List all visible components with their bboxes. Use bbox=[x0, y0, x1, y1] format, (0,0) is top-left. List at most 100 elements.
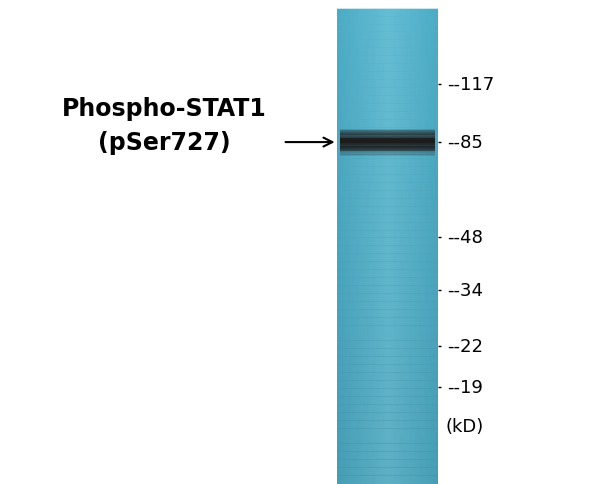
Bar bbox=[364, 10, 365, 484]
Bar bbox=[337, 452, 438, 460]
Bar bbox=[340, 10, 342, 484]
Bar bbox=[376, 10, 378, 484]
Bar bbox=[340, 135, 435, 136]
Bar bbox=[359, 10, 361, 484]
Text: --117: --117 bbox=[447, 76, 494, 94]
Bar bbox=[337, 64, 438, 73]
Bar bbox=[433, 10, 435, 484]
Bar bbox=[337, 25, 438, 33]
Bar bbox=[407, 10, 410, 484]
Bar bbox=[337, 182, 438, 192]
Bar bbox=[401, 10, 403, 484]
Bar bbox=[375, 10, 377, 484]
Bar bbox=[337, 412, 438, 421]
Bar bbox=[430, 10, 432, 484]
Bar bbox=[415, 10, 417, 484]
Bar bbox=[344, 10, 345, 484]
Bar bbox=[337, 206, 438, 215]
Bar bbox=[337, 135, 438, 144]
Bar bbox=[406, 10, 409, 484]
Bar bbox=[385, 10, 387, 484]
Bar bbox=[346, 10, 348, 484]
Bar bbox=[337, 159, 438, 168]
Bar bbox=[340, 134, 435, 135]
Bar bbox=[337, 357, 438, 365]
Bar bbox=[340, 139, 435, 140]
Bar bbox=[337, 293, 438, 302]
Bar bbox=[426, 10, 428, 484]
Bar bbox=[382, 10, 384, 484]
Bar bbox=[355, 10, 357, 484]
Bar bbox=[337, 333, 438, 342]
Bar bbox=[337, 214, 438, 223]
Bar bbox=[402, 10, 404, 484]
Bar bbox=[393, 10, 395, 484]
Bar bbox=[340, 133, 435, 135]
Bar bbox=[337, 475, 438, 484]
Bar bbox=[337, 191, 438, 199]
Bar bbox=[340, 146, 435, 148]
Bar bbox=[337, 246, 438, 255]
Bar bbox=[337, 262, 438, 271]
Bar bbox=[419, 10, 421, 484]
Bar bbox=[337, 420, 438, 429]
Text: --85: --85 bbox=[447, 134, 483, 152]
Bar bbox=[414, 10, 416, 484]
Bar bbox=[423, 10, 424, 484]
Text: --48: --48 bbox=[447, 228, 483, 246]
Bar bbox=[340, 153, 435, 155]
Bar bbox=[416, 10, 418, 484]
Bar bbox=[337, 10, 339, 484]
Bar bbox=[389, 10, 391, 484]
Bar bbox=[340, 140, 435, 141]
Bar bbox=[337, 428, 438, 437]
Bar bbox=[381, 10, 383, 484]
Bar bbox=[337, 270, 438, 278]
Bar bbox=[340, 151, 435, 152]
Bar bbox=[340, 148, 435, 150]
Bar bbox=[340, 130, 435, 132]
Bar bbox=[337, 372, 438, 381]
Bar bbox=[337, 32, 438, 41]
Bar bbox=[356, 10, 358, 484]
Bar bbox=[340, 138, 435, 140]
Bar bbox=[337, 48, 438, 57]
Bar bbox=[337, 72, 438, 81]
Bar bbox=[337, 317, 438, 326]
Bar bbox=[350, 10, 352, 484]
Bar bbox=[337, 348, 438, 358]
Bar bbox=[366, 10, 368, 484]
Text: --19: --19 bbox=[447, 378, 483, 396]
Bar bbox=[384, 10, 385, 484]
Bar bbox=[340, 144, 435, 145]
Bar bbox=[340, 141, 435, 142]
Bar bbox=[396, 10, 398, 484]
Bar bbox=[404, 10, 406, 484]
Bar bbox=[405, 10, 407, 484]
Text: (pSer727): (pSer727) bbox=[98, 131, 230, 155]
Bar bbox=[347, 10, 350, 484]
Bar bbox=[337, 404, 438, 413]
Bar bbox=[424, 10, 426, 484]
Bar bbox=[337, 40, 438, 49]
Bar bbox=[342, 10, 344, 484]
Bar bbox=[340, 131, 435, 133]
Bar bbox=[337, 388, 438, 397]
Bar bbox=[421, 10, 423, 484]
Bar bbox=[337, 16, 438, 26]
Bar bbox=[340, 142, 435, 143]
Bar bbox=[337, 230, 438, 239]
Bar bbox=[386, 10, 388, 484]
Text: --34: --34 bbox=[447, 281, 483, 300]
Bar bbox=[374, 10, 376, 484]
Bar bbox=[398, 10, 399, 484]
Bar bbox=[337, 443, 438, 453]
Bar bbox=[340, 129, 435, 131]
Bar bbox=[337, 222, 438, 231]
Bar bbox=[337, 80, 438, 89]
Bar bbox=[380, 10, 382, 484]
Bar bbox=[434, 10, 436, 484]
Bar bbox=[337, 143, 438, 152]
Text: Phospho-STAT1: Phospho-STAT1 bbox=[62, 97, 266, 121]
Bar bbox=[390, 10, 392, 484]
